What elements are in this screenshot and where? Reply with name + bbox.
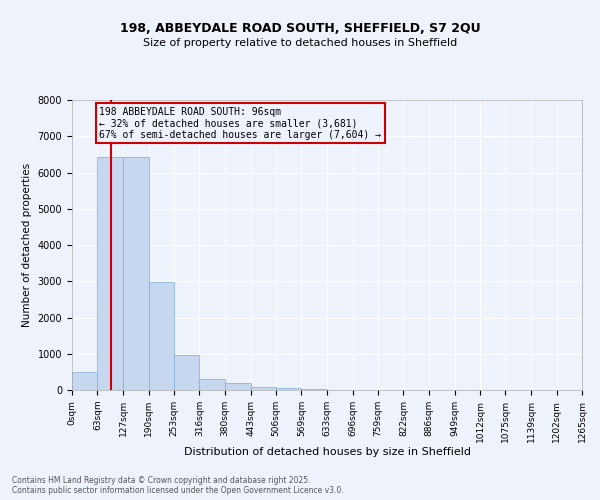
Bar	[174, 355, 199, 390]
Bar	[251, 386, 276, 390]
Bar	[72, 372, 97, 390]
Text: Contains HM Land Registry data © Crown copyright and database right 2025.
Contai: Contains HM Land Registry data © Crown c…	[12, 476, 344, 495]
Text: 198, ABBEYDALE ROAD SOUTH, SHEFFIELD, S7 2QU: 198, ABBEYDALE ROAD SOUTH, SHEFFIELD, S7…	[119, 22, 481, 36]
Bar	[225, 384, 251, 390]
Bar	[199, 379, 225, 390]
Bar	[149, 282, 174, 390]
Y-axis label: Number of detached properties: Number of detached properties	[22, 163, 32, 327]
Text: Size of property relative to detached houses in Sheffield: Size of property relative to detached ho…	[143, 38, 457, 48]
Bar	[123, 156, 149, 390]
Bar	[97, 158, 123, 390]
X-axis label: Distribution of detached houses by size in Sheffield: Distribution of detached houses by size …	[184, 448, 470, 458]
Text: 198 ABBEYDALE ROAD SOUTH: 96sqm
← 32% of detached houses are smaller (3,681)
67%: 198 ABBEYDALE ROAD SOUTH: 96sqm ← 32% of…	[100, 106, 382, 140]
Bar	[276, 388, 301, 390]
